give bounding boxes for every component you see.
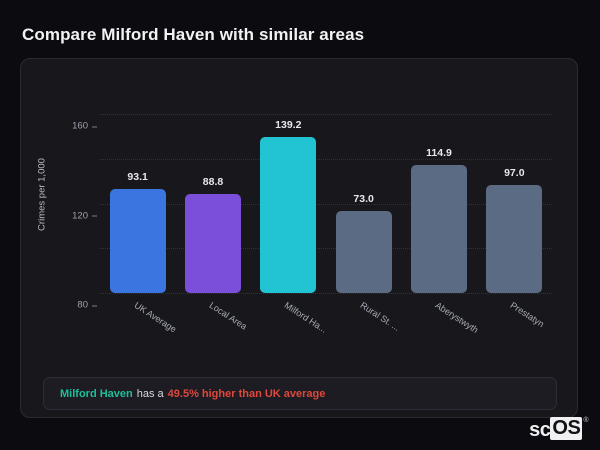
bar-group[interactable]: 73.0 Rural St. ... bbox=[335, 193, 401, 333]
bar-value-label: 114.9 bbox=[426, 146, 452, 159]
scos-logo: sc OS ® bbox=[529, 417, 588, 440]
bar-group[interactable]: 97.0 Prestatyn bbox=[486, 167, 546, 329]
x-axis-tick-label: Prestatyn bbox=[508, 300, 547, 330]
note-subject: Milford Haven bbox=[60, 387, 133, 400]
gridline: 80 bbox=[77, 203, 552, 311]
x-axis-tick-label: Milford Ha... bbox=[282, 300, 330, 335]
x-axis-tick-label: Aberystwyth bbox=[433, 300, 481, 336]
bar[interactable] bbox=[411, 164, 467, 293]
y-axis-tick-label: 80 bbox=[77, 300, 100, 311]
y-axis-tick-label: 160 bbox=[72, 121, 100, 132]
bar[interactable] bbox=[109, 188, 166, 293]
gridline: 40 bbox=[77, 248, 552, 400]
summary-note: Milford Haven has a 49.5% higher than UK… bbox=[43, 377, 557, 410]
y-axis-tick-label: 120 bbox=[72, 210, 100, 221]
y-axis-title: Crimes per 1,000 bbox=[36, 158, 48, 231]
comparison-card: Crimes per 1,000 04080 120 160 93.1 UK Avera… bbox=[20, 58, 578, 418]
chart-plot-area: 04080 120 160 93.1 UK Average 88.8 Local Area 1… bbox=[72, 103, 552, 400]
bar-group[interactable]: 88.8 Local Area bbox=[185, 176, 249, 332]
bar[interactable] bbox=[185, 193, 241, 293]
bar-value-label: 139.2 bbox=[275, 119, 302, 132]
bar-chart: Crimes per 1,000 04080 120 160 93.1 UK Avera… bbox=[21, 59, 579, 400]
bar[interactable] bbox=[260, 137, 317, 293]
logo-text-os: OS bbox=[550, 417, 583, 440]
registered-icon: ® bbox=[583, 417, 588, 424]
logo-text-sc: sc bbox=[529, 419, 551, 441]
gridline: 160 bbox=[72, 114, 552, 132]
bar-group[interactable]: 93.1 UK Average bbox=[109, 171, 178, 334]
bar-value-label: 73.0 bbox=[353, 193, 374, 206]
bar-value-label: 93.1 bbox=[127, 170, 148, 183]
x-axis-tick-label: Local Area bbox=[207, 300, 249, 332]
x-axis-tick-label: UK Average bbox=[132, 300, 178, 335]
bar[interactable] bbox=[335, 211, 392, 293]
page-title: Compare Milford Haven with similar areas bbox=[22, 25, 365, 44]
bar-value-label: 88.8 bbox=[202, 175, 224, 188]
gridline: 0 bbox=[100, 293, 552, 294]
bar-group[interactable]: 114.9 Aberystwyth bbox=[411, 147, 480, 335]
x-axis-tick-label: Rural St. ... bbox=[358, 300, 402, 333]
note-middle: has a bbox=[136, 387, 164, 400]
bar-value-label: 97.0 bbox=[504, 166, 525, 179]
gridline: 120 bbox=[72, 158, 552, 221]
note-accent: 49.5% higher than UK average bbox=[167, 387, 326, 400]
bar-group[interactable]: 139.2 Milford Ha... bbox=[260, 119, 329, 335]
bar[interactable] bbox=[486, 184, 543, 293]
